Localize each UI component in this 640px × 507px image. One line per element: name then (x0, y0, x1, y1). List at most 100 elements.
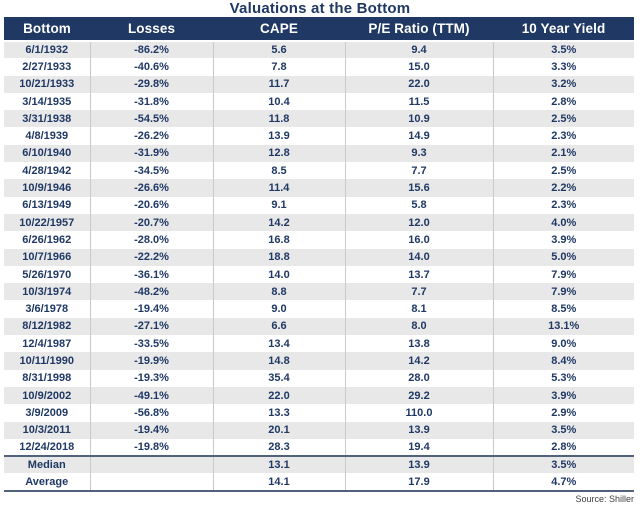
cell-losses: -26.6% (89, 179, 213, 197)
cell-cape: 22.0 (212, 386, 345, 405)
cell-cape: 13.9 (212, 127, 345, 145)
table-row: 10/11/1990 -19.9% 14.8 14.2 8.4% (4, 352, 634, 370)
cell-pe-ratio: 16.0 (344, 231, 493, 249)
table-row: 2/27/1933 -40.6% 7.8 15.0 3.3% (4, 58, 634, 76)
cell-pe-ratio: 110.0 (344, 404, 493, 422)
cell-pe-ratio: 5.8 (344, 196, 493, 214)
cell-pe-ratio: 9.4 (344, 41, 493, 59)
cell-10y-yield: 9.0% (492, 335, 634, 353)
cell-losses: -26.2% (89, 127, 213, 145)
source-note: Source: Shiller (575, 493, 634, 504)
header-row: Bottom Losses CAPE P/E Ratio (TTM) 10 Ye… (4, 17, 634, 42)
cell-cape: 12.8 (212, 144, 345, 163)
table-body: 6/1/1932 -86.2% 5.6 9.4 3.5% 2/27/1933 -… (4, 41, 634, 492)
cell-cape: 5.6 (212, 41, 345, 59)
cell-losses: -56.8% (89, 404, 213, 422)
cell-cape: 11.4 (212, 179, 345, 197)
cell-bottom-date: 3/6/1978 (25, 303, 69, 316)
cell-bottom-date: 6/1/1932 (4, 41, 90, 59)
cell-losses: -22.2% (89, 248, 213, 266)
cell-10y-yield: 3.9% (492, 386, 634, 405)
table-row: 10/9/1946 -26.6% 11.4 15.6 2.2% (4, 179, 634, 197)
cell-10y-yield: 3.5% (492, 41, 634, 59)
table-row: 8/12/1982 -27.1% 6.6 8.0 13.1% (4, 317, 634, 336)
cell-10y-yield: 4.0% (492, 213, 634, 232)
cell-pe-ratio: 12.0 (344, 213, 493, 232)
cell-pe-ratio: 15.0 (344, 58, 493, 76)
cell-cape: 13.1 (212, 455, 345, 474)
cell-pe-ratio: 17.9 (344, 473, 493, 492)
table-row: 6/26/1962 -28.0% 16.8 16.0 3.9% (4, 231, 634, 249)
cell-bottom-date: 8/12/1982 (4, 317, 90, 336)
cell-bottom-date: 10/9/1946 (4, 179, 90, 197)
cell-10y-yield: 2.1% (492, 144, 634, 163)
cell-losses: -29.8% (89, 75, 213, 93)
table-row: 3/6/1978 -19.4% 9.0 8.1 8.5% (4, 300, 634, 318)
cell-10y-yield: 2.2% (492, 179, 634, 197)
cell-10y-yield: 2.3% (492, 127, 634, 145)
cell-10y-yield: 3.5% (492, 455, 634, 474)
cell-losses: -19.8% (89, 438, 213, 457)
table-row: 3/31/1938 -54.5% 11.8 10.9 2.5% (4, 110, 634, 128)
cell-cape: 11.8 (212, 110, 345, 128)
cell-10y-yield: 7.9% (492, 283, 634, 301)
cell-pe-ratio: 8.0 (344, 317, 493, 336)
cell-10y-yield: 7.9% (492, 265, 634, 284)
cell-10y-yield: 2.3% (492, 196, 634, 214)
cell-10y-yield: 3.9% (492, 231, 634, 249)
cell-losses: -20.6% (89, 196, 213, 214)
cell-bottom-date: 3/14/1935 (22, 95, 72, 108)
cell-pe-ratio: 22.0 (344, 75, 493, 93)
cell-bottom-date: 10/7/1966 (4, 248, 90, 266)
cell-cape: 6.6 (212, 317, 345, 336)
cell-bottom-date: Average (4, 473, 90, 492)
valuations-table: Bottom Losses CAPE P/E Ratio (TTM) 10 Ye… (4, 17, 634, 492)
cell-10y-yield: 13.1% (492, 317, 634, 336)
cell-bottom-date: 10/3/1974 (4, 283, 90, 301)
cell-losses: -19.4% (89, 421, 213, 439)
cell-cape: 14.8 (212, 352, 345, 370)
cell-10y-yield: 4.7% (492, 473, 634, 492)
table-row: 4/28/1942 -34.5% 8.5 7.7 2.5% (4, 162, 634, 180)
table-row: 10/22/1957 -20.7% 14.2 12.0 4.0% (4, 213, 634, 232)
table-row: 10/3/1974 -48.2% 8.8 7.7 7.9% (4, 283, 634, 301)
summary-row: Median 13.1 13.9 3.5% (4, 455, 634, 474)
table-row: 6/1/1932 -86.2% 5.6 9.4 3.5% (4, 41, 634, 59)
cell-bottom-date: 10/3/2011 (4, 421, 90, 439)
table-row: 12/24/2018 -19.8% 28.3 19.4 2.8% (4, 438, 634, 457)
cell-losses (89, 455, 213, 474)
cell-bottom-date: 4/8/1939 (25, 130, 69, 143)
cell-losses: -19.9% (89, 352, 213, 370)
cell-pe-ratio: 7.7 (344, 162, 493, 180)
table-row: 12/4/1987 -33.5% 13.4 13.8 9.0% (4, 335, 634, 353)
cell-cape: 14.0 (212, 265, 345, 284)
cell-losses: -54.5% (89, 110, 213, 128)
cell-10y-yield: 8.5% (492, 300, 634, 318)
table-row: 3/9/2009 -56.8% 13.3 110.0 2.9% (4, 404, 634, 422)
col-header-pe-ratio: P/E Ratio (TTM) (345, 17, 493, 42)
cell-pe-ratio: 14.9 (344, 127, 493, 145)
cell-10y-yield: 3.2% (492, 75, 634, 93)
table-row: 6/13/1949 -20.6% 9.1 5.8 2.3% (4, 196, 634, 214)
cell-losses: -36.1% (89, 265, 213, 284)
cell-losses: -49.1% (89, 386, 213, 405)
cell-bottom-date: 10/21/1933 (4, 75, 90, 93)
cell-losses: -40.6% (89, 58, 213, 76)
cell-cape: 16.8 (212, 231, 345, 249)
cell-pe-ratio: 9.3 (344, 144, 493, 163)
table-row: 10/9/2002 -49.1% 22.0 29.2 3.9% (4, 386, 634, 405)
cell-cape: 28.3 (212, 438, 345, 457)
cell-pe-ratio: 28.0 (344, 369, 493, 387)
cell-10y-yield: 2.8% (492, 92, 634, 111)
cell-cape: 9.1 (212, 196, 345, 214)
cell-losses: -48.2% (89, 283, 213, 301)
cell-losses: -31.9% (89, 144, 213, 163)
cell-10y-yield: 3.5% (492, 421, 634, 439)
cell-losses (89, 473, 213, 492)
cell-cape: 13.4 (212, 335, 345, 353)
cell-pe-ratio: 19.4 (344, 438, 493, 457)
cell-pe-ratio: 13.9 (344, 455, 493, 474)
cell-losses: -31.8% (89, 92, 213, 111)
table-row: 10/21/1933 -29.8% 11.7 22.0 3.2% (4, 75, 634, 93)
